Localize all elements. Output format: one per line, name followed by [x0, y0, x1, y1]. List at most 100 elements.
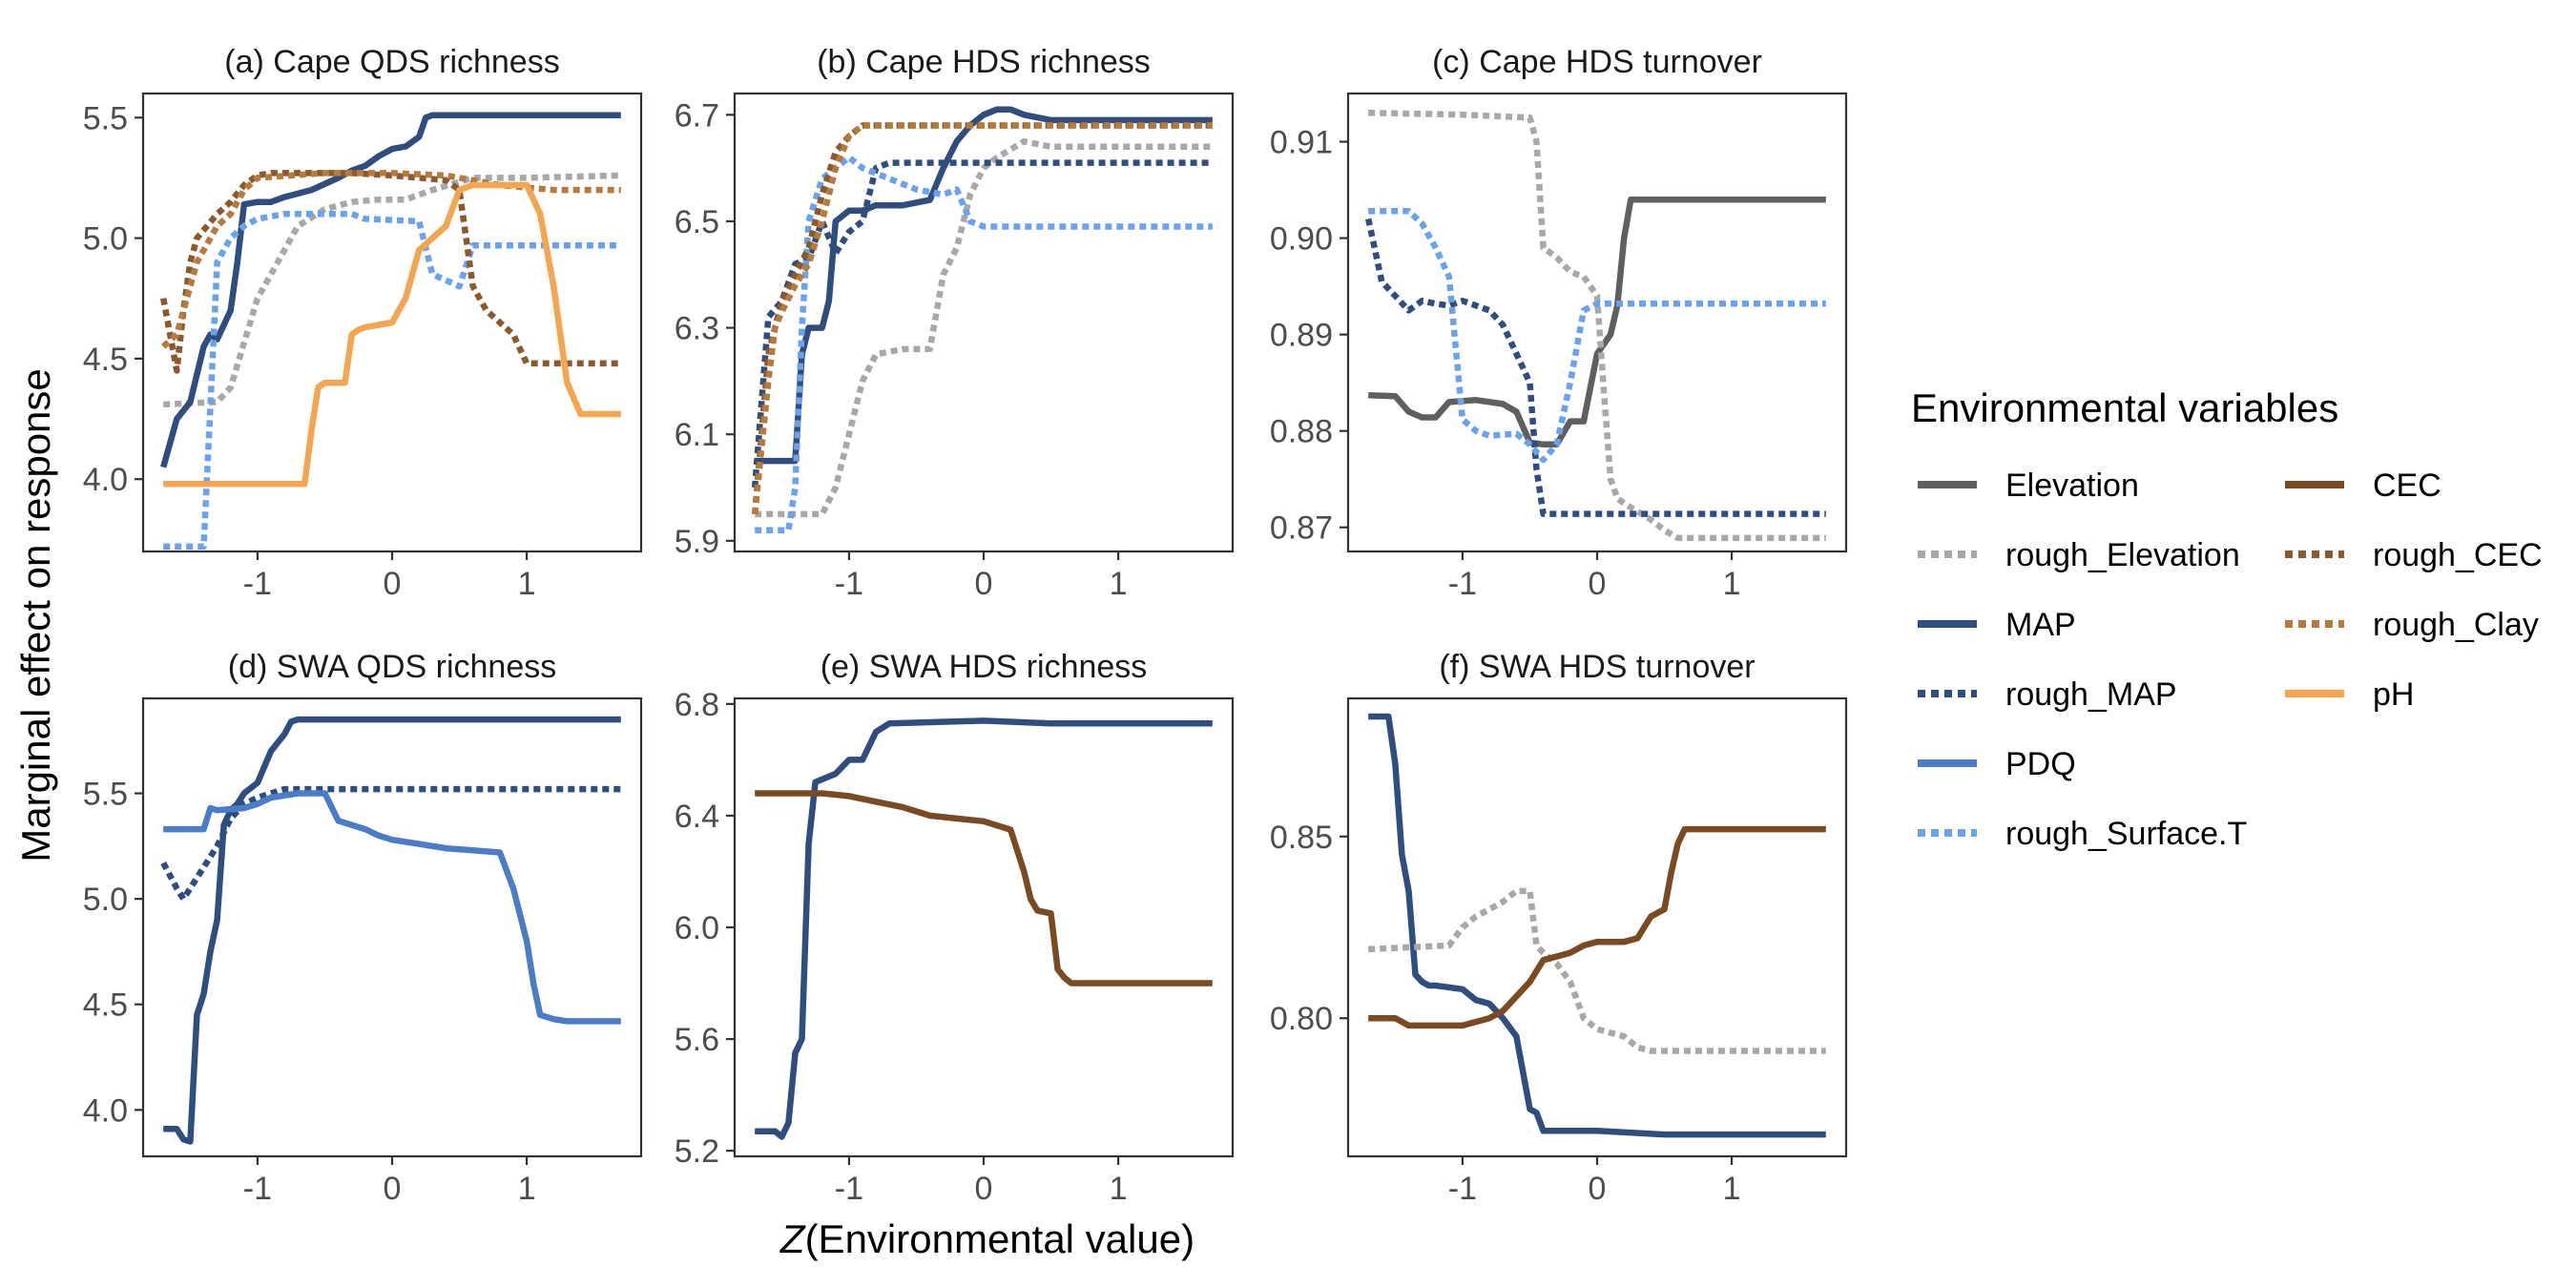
- y-tick-label: 0.90: [1270, 221, 1333, 258]
- series-line-rough-surface-t: [1368, 208, 1826, 464]
- panel-1-series-group: [160, 112, 621, 551]
- x-tick-label: 1: [1723, 1171, 1741, 1207]
- panel-2-title: (b) Cape HDS richness: [817, 44, 1151, 80]
- y-tick-label: 4.5: [83, 342, 128, 378]
- panel-5: (e) SWA HDS richness -1 0 1 5.2 5.6 6.0 6.4 6.8: [675, 649, 1235, 1207]
- y-tick-label: 0.80: [1270, 1001, 1333, 1037]
- x-tick-label: -1: [835, 566, 863, 602]
- series-line-rough-map: [160, 785, 621, 903]
- panel-3-title: (c) Cape HDS turnover: [1432, 44, 1762, 80]
- series-line-map: [163, 716, 621, 1145]
- y-tick-label: 5.0: [83, 882, 128, 918]
- series-line-map: [755, 717, 1213, 1140]
- x-axis-title: Z(Environmental value): [779, 1216, 1195, 1261]
- legend-label-rough-surface-t: rough_Surface.T: [2005, 816, 2247, 852]
- y-tick-label: 4.0: [83, 462, 128, 498]
- series-line-elevation: [1368, 196, 1826, 448]
- y-tick-label: 5.6: [675, 1022, 719, 1058]
- series-line-ph: [163, 181, 621, 488]
- series-line-rough-elevation: [1368, 109, 1826, 542]
- legend-label-rough-cec: rough_CEC: [2373, 537, 2543, 573]
- y-tick-label: 6.3: [675, 311, 719, 347]
- x-tick-label: 0: [1589, 566, 1607, 602]
- x-tick-label: -1: [835, 1171, 863, 1207]
- legend-label-cec: CEC: [2373, 467, 2441, 504]
- series-line-rough-elevation: [163, 172, 621, 408]
- panel-1: (a) Cape QDS richness -1 0 1 4.0 4.5 5.0 5.5: [83, 44, 643, 602]
- series-line-rough-map: [1365, 218, 1826, 517]
- series-line-cec: [1368, 825, 1826, 1029]
- legend-label-map: MAP: [2005, 607, 2076, 643]
- y-tick-label: 5.2: [675, 1133, 719, 1170]
- y-tick-label: 6.7: [675, 97, 719, 134]
- panel-3: (c) Cape HDS turnover -1 0 1 0.87 0.88 0.89 0.9…: [1270, 44, 1848, 602]
- series-line-rough-elevation: [755, 137, 1213, 518]
- x-tick-label: 0: [384, 566, 402, 602]
- panel-5-series-group: [755, 717, 1213, 1140]
- series-line-rough-map: [751, 159, 1213, 488]
- legend-label-ph: pH: [2373, 676, 2414, 713]
- panel-4: (d) SWA QDS richness -1 0 1 4.0 4.5 5.0 5.5: [83, 649, 643, 1207]
- panel-3-series-group: [1365, 109, 1826, 542]
- x-tick-label: 1: [1110, 1171, 1128, 1207]
- x-axis-title-rest: (Environmental value): [805, 1216, 1195, 1261]
- y-tick-label: 5.5: [83, 100, 128, 136]
- y-tick-label: 0.87: [1270, 510, 1333, 547]
- y-tick-label: 0.88: [1270, 414, 1333, 450]
- x-tick-label: -1: [1448, 566, 1477, 602]
- series-line-map: [755, 106, 1213, 465]
- x-tick-label: 0: [384, 1171, 402, 1207]
- panel-6: (f) SWA HDS turnover -1 0 1 0.80 0.85: [1270, 649, 1848, 1207]
- series-line-rough-surface-t: [755, 154, 1213, 533]
- panel-4-title: (d) SWA QDS richness: [228, 649, 556, 685]
- panel-1-title: (a) Cape QDS richness: [224, 44, 559, 80]
- x-tick-label: 0: [1589, 1171, 1607, 1207]
- panel-2-series-group: [751, 106, 1213, 533]
- x-tick-label: -1: [243, 566, 272, 602]
- legend-label-pdq: PDQ: [2005, 746, 2076, 782]
- panel-5-title: (e) SWA HDS richness: [821, 649, 1148, 685]
- x-tick-label: -1: [243, 1171, 272, 1207]
- x-tick-label: 0: [975, 566, 993, 602]
- y-axis-title: Marginal effect on response: [13, 368, 58, 862]
- y-tick-label: 0.91: [1270, 125, 1333, 161]
- panel-4-series-group: [160, 716, 621, 1145]
- panel-6-series-group: [1368, 713, 1826, 1138]
- y-tick-label: 5.0: [83, 221, 128, 258]
- y-tick-label: 5.9: [675, 524, 719, 560]
- legend-label-rough-map: rough_MAP: [2005, 676, 2177, 713]
- series-line-rough-surface-t: [163, 211, 621, 551]
- x-tick-label: -1: [1448, 1171, 1477, 1207]
- panel-2: (b) Cape HDS richness -1 0 1 5.9 6.1 6.3 6.5 6.7: [675, 44, 1235, 602]
- panels: (a) Cape QDS richness -1 0 1 4.0 4.5 5.0 5.5 (b)…: [83, 44, 1848, 1207]
- y-tick-label: 4.5: [83, 987, 128, 1024]
- y-tick-label: 0.89: [1270, 318, 1333, 354]
- legend-label-rough-elevation: rough_Elevation: [2005, 537, 2240, 573]
- y-tick-label: 6.1: [675, 417, 719, 453]
- x-tick-label: 0: [975, 1171, 993, 1207]
- x-tick-label: 1: [518, 566, 536, 602]
- legend-label-elevation: Elevation: [2005, 467, 2139, 504]
- x-tick-label: 1: [1723, 566, 1741, 602]
- x-tick-label: 1: [1110, 566, 1128, 602]
- y-tick-label: 5.5: [83, 777, 128, 813]
- legend-label-rough-clay: rough_Clay: [2373, 607, 2539, 643]
- series-line-cec: [755, 790, 1213, 987]
- y-tick-label: 6.4: [675, 799, 719, 835]
- panel-6-title: (f) SWA HDS turnover: [1439, 649, 1755, 685]
- y-tick-label: 0.85: [1270, 820, 1333, 856]
- legend-title: Environmental variables: [1911, 385, 2338, 430]
- y-tick-label: 6.8: [675, 687, 719, 723]
- series-line-map: [1368, 713, 1826, 1138]
- series-line-rough-clay: [751, 122, 1213, 515]
- series-line-rough-cec: [751, 122, 1213, 515]
- series-line-pdq: [163, 790, 621, 1025]
- series-line-map: [160, 112, 621, 468]
- y-tick-label: 6.5: [675, 204, 719, 240]
- x-tick-label: 1: [518, 1171, 536, 1207]
- legend: Environmental variables Elevation rough_E…: [1911, 385, 2543, 852]
- y-tick-label: 4.0: [83, 1092, 128, 1129]
- y-tick-label: 6.0: [675, 910, 719, 946]
